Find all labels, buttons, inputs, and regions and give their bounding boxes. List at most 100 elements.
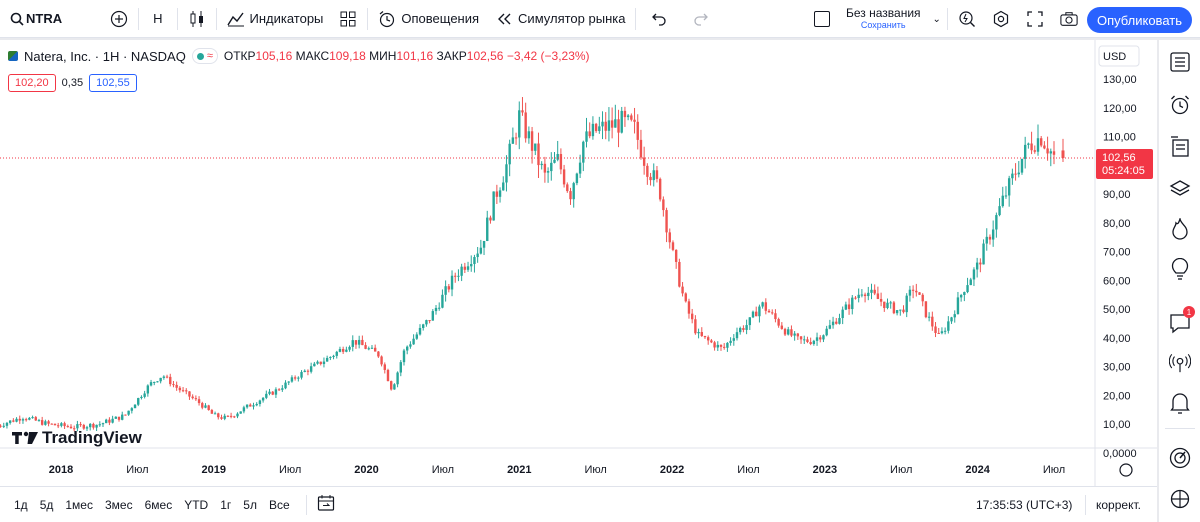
undo-button[interactable]: [638, 0, 680, 38]
candle-body: [72, 428, 76, 430]
timeframe-button[interactable]: 3мес: [104, 497, 133, 512]
quote-boxes: 102,20 0,35 102,55: [8, 74, 137, 92]
streams-button[interactable]: [1169, 352, 1191, 374]
layout-menu-button[interactable]: ⌄: [929, 0, 945, 38]
object-tree-button[interactable]: [1169, 136, 1191, 158]
quick-search-button[interactable]: [950, 0, 984, 38]
status-pill[interactable]: ≈: [191, 48, 218, 64]
candle-body: [1001, 195, 1004, 207]
candle-body: [751, 311, 755, 318]
layout-checkbox[interactable]: [806, 0, 838, 38]
candle-body: [210, 410, 214, 414]
candle-body: [76, 424, 79, 429]
alarm-clock-icon: [378, 10, 396, 28]
timeframe-button[interactable]: 5д: [39, 497, 54, 512]
divider: [215, 7, 217, 30]
sell-price-button[interactable]: 102,20: [8, 74, 56, 92]
candle-body: [495, 191, 499, 197]
dom-button[interactable]: [1169, 447, 1191, 469]
candle-body: [364, 345, 367, 349]
candle-body: [287, 381, 290, 383]
change-value: −3,42 (−3,23%): [506, 49, 590, 63]
redo-button[interactable]: [680, 0, 722, 38]
candle-body: [418, 327, 422, 335]
axis-settings-icon[interactable]: [1119, 463, 1133, 477]
timeframe-button[interactable]: YTD: [184, 497, 209, 512]
snapshot-button[interactable]: [1052, 0, 1086, 38]
candle-body: [991, 229, 995, 240]
timeframe-button[interactable]: 1д: [14, 497, 28, 512]
candle-body: [85, 427, 89, 429]
replay-button[interactable]: Симулятор рынка: [487, 0, 633, 38]
x-tick-label: Июл: [585, 464, 607, 476]
adjust-toggle[interactable]: коррект.: [1096, 497, 1141, 512]
templates-button[interactable]: [331, 0, 365, 38]
candle-body: [972, 269, 976, 280]
candle-body: [402, 350, 406, 363]
alerts-button[interactable]: Оповещения: [370, 0, 487, 38]
timeframe-button[interactable]: 1г: [220, 497, 232, 512]
x-tick-label: Июл: [737, 464, 759, 476]
timeframe-button[interactable]: 5л: [243, 497, 257, 512]
candle-body: [783, 328, 787, 335]
low-value: 101,16: [396, 49, 434, 63]
x-tick-label: Июл: [279, 464, 301, 476]
square-icon: [814, 11, 830, 27]
data-window-button[interactable]: [1169, 178, 1191, 200]
candle-body: [614, 119, 617, 128]
compare-button[interactable]: [70, 0, 102, 38]
fullscreen-button[interactable]: [1018, 0, 1052, 38]
chart-type-button[interactable]: [180, 0, 214, 38]
candle-body: [537, 143, 540, 166]
y-tick-label: 130,00: [1103, 74, 1137, 86]
alerts-panel-button[interactable]: [1169, 94, 1191, 116]
candle-body: [684, 293, 687, 302]
timeframe-button[interactable]: Все: [268, 497, 290, 512]
candle-body: [89, 423, 92, 428]
candle-body: [351, 340, 354, 347]
layout-name-button[interactable]: Без названия Сохранить: [838, 0, 929, 38]
notifications-button[interactable]: [1169, 392, 1191, 414]
help-button[interactable]: [1169, 488, 1191, 510]
candle-body: [601, 121, 604, 127]
candle-body: [1046, 148, 1049, 154]
currency-button[interactable]: [1098, 45, 1140, 67]
x-tick-label: Июл: [126, 464, 148, 476]
date-range-icon[interactable]: [317, 494, 335, 515]
add-symbol-button[interactable]: [102, 0, 136, 38]
buy-price-button[interactable]: 102,55: [89, 74, 137, 92]
divider: [946, 8, 948, 30]
candle-body: [450, 275, 454, 290]
candle-body: [332, 355, 335, 357]
candle-body: [303, 370, 306, 372]
candle-body: [454, 275, 457, 277]
watchlist-button[interactable]: [1169, 51, 1191, 73]
candle-body: [460, 266, 463, 276]
price-chart[interactable]: 130,00120,00110,00100,0090,0080,0070,006…: [0, 40, 1157, 486]
timeframe-button[interactable]: 1мес: [65, 497, 93, 512]
candle-body: [902, 309, 905, 313]
candle-body: [748, 317, 752, 326]
settings-button[interactable]: [984, 0, 1018, 38]
candle-body: [710, 340, 713, 343]
candle-body: [793, 333, 796, 336]
candle-body: [348, 346, 351, 350]
candle-body: [950, 317, 953, 322]
x-tick-label: Июл: [890, 464, 912, 476]
candle-body: [185, 390, 188, 392]
clock-label[interactable]: 17:35:53 (UTC+3): [976, 497, 1073, 512]
timeframe-button[interactable]: 6мес: [144, 497, 173, 512]
chart-pane[interactable]: Natera, Inc. · 1H · NASDAQ ≈ ОТКР105,16 …: [0, 40, 1157, 522]
symbol-search[interactable]: NTRA: [0, 0, 70, 38]
candle-body: [819, 337, 822, 340]
hotlists-button[interactable]: [1169, 218, 1191, 240]
indicators-button[interactable]: Индикаторы: [219, 0, 332, 38]
high-value: 109,18: [329, 49, 366, 63]
publish-button[interactable]: Опубликовать: [1086, 7, 1192, 33]
candle-body: [476, 253, 479, 258]
ideas-button[interactable]: [1169, 258, 1191, 280]
candle-body: [610, 120, 614, 128]
candle-body: [982, 243, 985, 265]
interval-button[interactable]: H: [141, 0, 174, 38]
candle-body: [245, 404, 249, 408]
